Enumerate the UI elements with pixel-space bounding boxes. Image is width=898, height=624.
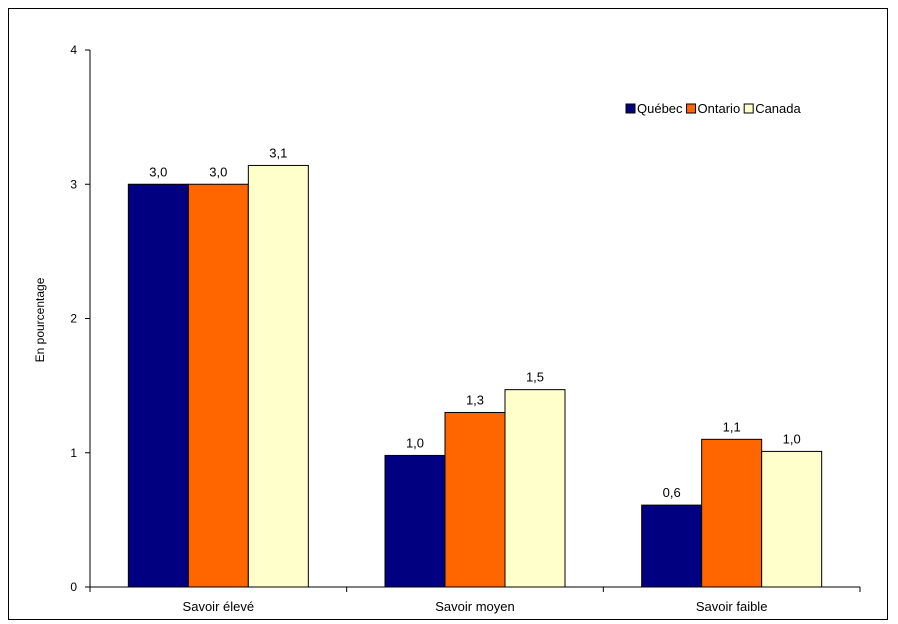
bar-qubec — [384, 454, 446, 588]
bar-qubec — [127, 183, 189, 588]
bar-ontario — [701, 438, 763, 588]
data-label: 0,6 — [663, 485, 681, 500]
bar-ontario — [444, 411, 506, 588]
bar-canada — [247, 164, 309, 588]
bar-qubec — [641, 504, 703, 588]
y-tick-label: 0 — [70, 580, 77, 594]
y-ticks: 0 1 2 3 4 — [70, 43, 90, 594]
category-label: Savoir moyen — [435, 599, 514, 614]
data-label: 1,0 — [783, 431, 801, 446]
data-label: 3,0 — [149, 164, 167, 179]
data-label: 1,5 — [526, 370, 544, 385]
bar-canada — [504, 389, 566, 588]
legend-label: Québec — [637, 101, 683, 116]
bar-ontario — [187, 183, 249, 588]
legend-swatch — [686, 103, 697, 114]
data-label: 3,0 — [209, 164, 227, 179]
legend-swatch — [743, 103, 754, 114]
data-label: 1,3 — [466, 392, 484, 407]
y-tick-label: 3 — [70, 177, 77, 191]
data-labels: 3,0 3,0 3,1 1,0 1,3 1,5 0,6 1,1 1,0 — [149, 145, 800, 500]
y-tick-label: 1 — [70, 446, 77, 460]
data-label: 1,0 — [406, 435, 424, 450]
y-axis-title: En pourcentage — [33, 277, 47, 362]
bar-canada — [761, 450, 823, 588]
legend-label: Canada — [755, 101, 801, 116]
category-label: Savoir élevé — [183, 599, 255, 614]
legend-swatch — [625, 103, 636, 114]
data-label: 1,1 — [723, 419, 741, 434]
data-label: 3,1 — [269, 145, 287, 160]
y-tick-label: 4 — [70, 43, 77, 57]
bars — [127, 164, 823, 588]
legend-label: Ontario — [698, 101, 741, 116]
x-ticks: Savoir élevé Savoir moyen Savoir faible — [89, 587, 861, 614]
y-tick-label: 2 — [70, 312, 77, 326]
legend: Québec Ontario Canada — [625, 101, 801, 116]
category-label: Savoir faible — [696, 599, 768, 614]
